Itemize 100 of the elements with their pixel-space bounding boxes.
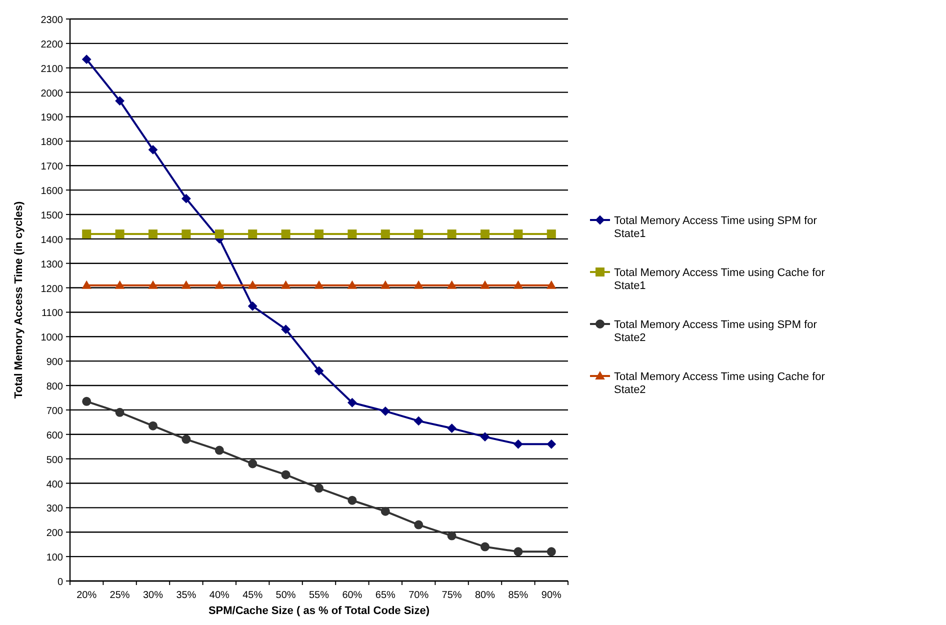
legend-label: Total Memory Access Time using Cache for State2 — [614, 371, 826, 396]
x-tick-label: 85% — [508, 590, 528, 601]
x-tick-label: 70% — [408, 590, 429, 601]
point — [447, 280, 456, 289]
y-tick-label: 800 — [46, 382, 64, 393]
point — [281, 324, 290, 334]
y-tick-label: 1200 — [40, 284, 64, 295]
point — [447, 424, 456, 433]
point — [514, 280, 523, 289]
point — [380, 506, 390, 516]
y-tick-label: 1800 — [40, 137, 64, 148]
point — [82, 54, 92, 64]
point — [514, 547, 523, 556]
point — [380, 280, 390, 289]
point — [480, 230, 490, 239]
y-tick-label: 700 — [46, 406, 64, 417]
point — [182, 194, 191, 204]
x-tick-label: 90% — [541, 590, 562, 601]
point — [514, 440, 523, 449]
point — [115, 230, 124, 239]
y-tick-label: 1300 — [40, 259, 64, 270]
point — [447, 531, 456, 540]
point — [414, 230, 424, 239]
point — [546, 547, 556, 556]
point — [380, 406, 390, 416]
x-tick-label: 30% — [142, 590, 164, 601]
point — [182, 434, 191, 444]
y-tick-label: 1400 — [40, 234, 64, 246]
y-tick-label: 0 — [57, 577, 64, 588]
point — [480, 280, 490, 289]
point — [148, 145, 158, 154]
point — [82, 396, 92, 406]
x-tick-label: 75% — [442, 590, 462, 601]
point — [546, 280, 556, 289]
point — [514, 230, 523, 239]
point — [414, 520, 424, 530]
point — [148, 421, 158, 430]
point — [546, 440, 556, 449]
x-tick-label: 20% — [76, 590, 97, 601]
point — [348, 496, 357, 505]
point — [248, 459, 258, 468]
point — [348, 230, 357, 239]
y-tick-label: 1500 — [40, 210, 64, 222]
y-tick-label: 200 — [46, 528, 64, 540]
x-tick-label: 40% — [209, 590, 230, 601]
point — [115, 96, 124, 106]
y-tick-label: 2200 — [40, 39, 64, 50]
point — [214, 446, 224, 455]
x-tick-label: 65% — [375, 590, 396, 601]
x-tick-label: 35% — [176, 590, 196, 601]
x-axis-title: SPM/Cache Size ( as % of Total Code Size) — [208, 605, 430, 617]
y-axis-title: Total Memory Access Time (in cycles) — [13, 201, 25, 399]
point — [82, 280, 92, 289]
point — [248, 230, 258, 239]
y-tick-label: 300 — [46, 504, 64, 515]
point — [314, 280, 324, 289]
legend-label: Total Memory Access Time using Cache for State1 — [614, 267, 826, 292]
point — [348, 280, 357, 289]
point — [480, 542, 490, 552]
point — [546, 230, 556, 239]
x-tick-label: 60% — [342, 590, 362, 601]
point — [314, 230, 324, 239]
point — [314, 366, 324, 376]
point — [281, 280, 290, 289]
point — [148, 280, 158, 289]
point — [447, 230, 456, 239]
y-tick-label: 1900 — [40, 112, 64, 124]
point — [182, 230, 191, 239]
point — [348, 398, 357, 408]
legend-label: Total Memory Access Time using SPM for State1 — [614, 215, 818, 240]
point — [148, 230, 158, 239]
x-tick-label: 45% — [242, 590, 263, 601]
y-tick-label: 500 — [46, 454, 64, 466]
point — [314, 484, 324, 493]
y-tick-label: 900 — [46, 357, 64, 368]
x-tick-label: 80% — [474, 590, 496, 601]
x-tick-label: 50% — [276, 590, 296, 601]
point — [214, 280, 224, 289]
y-tick-label: 2100 — [40, 64, 64, 75]
point — [414, 416, 424, 426]
point — [214, 230, 224, 239]
point — [182, 280, 191, 289]
y-tick-label: 2000 — [40, 88, 64, 100]
y-tick-label: 1600 — [40, 186, 64, 198]
x-tick-label: 25% — [110, 590, 130, 601]
point — [414, 280, 424, 289]
point — [115, 408, 124, 417]
y-tick-label: 1100 — [41, 308, 64, 320]
x-tick-label: 55% — [308, 590, 330, 601]
point — [82, 230, 92, 239]
y-tick-label: 100 — [46, 552, 64, 564]
y-tick-label: 400 — [46, 479, 64, 490]
y-tick-label: 1000 — [40, 332, 64, 344]
y-tick-label: 600 — [46, 430, 64, 442]
point — [480, 432, 490, 442]
point — [248, 280, 258, 289]
point — [281, 470, 290, 480]
legend-label: Total Memory Access Time using SPM for State2 — [614, 319, 818, 344]
y-tick-label: 1700 — [40, 162, 64, 173]
point — [380, 230, 390, 239]
